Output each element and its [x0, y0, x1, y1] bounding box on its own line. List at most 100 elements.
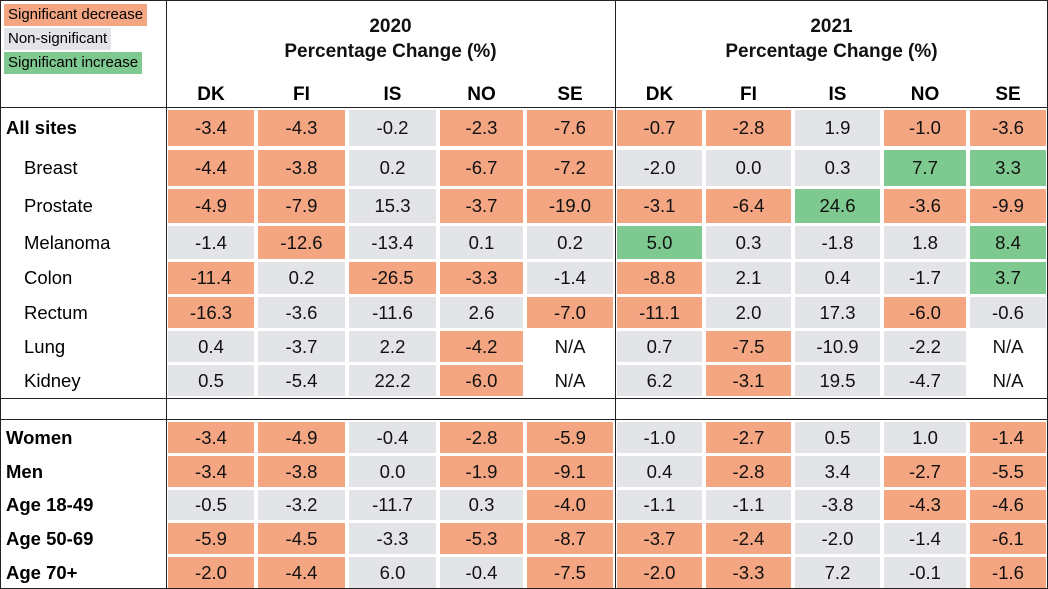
table-cell: 2.1 [706, 262, 791, 294]
table-cell: -11.4 [168, 262, 254, 294]
table-cell: -7.9 [258, 189, 345, 223]
table-cell: 2.0 [706, 297, 791, 328]
table-cell: -4.6 [970, 490, 1046, 520]
column-header-2020-fi: FI [293, 84, 310, 105]
table-cell: N/A [527, 365, 613, 396]
row-label-rectum: Rectum [24, 301, 88, 323]
table-cell: -5.9 [527, 422, 613, 453]
table-cell: -13.4 [349, 226, 436, 259]
table-cell: -3.4 [168, 422, 254, 453]
table-cell: -1.0 [617, 422, 702, 453]
table-cell: -19.0 [527, 189, 613, 223]
table-cell: -3.8 [258, 150, 345, 186]
table-cell: 17.3 [795, 297, 880, 328]
table-cell: 0.4 [795, 262, 880, 294]
table-cell: -0.4 [440, 557, 523, 588]
row-label-melanoma: Melanoma [24, 231, 111, 253]
table-cell: -3.8 [258, 456, 345, 487]
table-cell: -3.6 [970, 110, 1046, 146]
column-header-2020-is: IS [383, 84, 402, 105]
table-cell: 0.0 [706, 150, 791, 186]
column-header-2021-is: IS [828, 84, 847, 105]
table-cell: -3.1 [706, 365, 791, 396]
table-cell: -2.7 [884, 456, 966, 487]
group-divider [615, 0, 616, 589]
table-cell: -1.1 [706, 490, 791, 520]
table-cell: 22.2 [349, 365, 436, 396]
table-cell: -16.3 [168, 297, 254, 328]
table-cell: -1.0 [884, 110, 966, 146]
row-label-all-sites: All sites [6, 117, 77, 138]
table-cell: -11.7 [349, 490, 436, 520]
row-label-age-70-: Age 70+ [6, 561, 78, 583]
table-cell: -5.4 [258, 365, 345, 396]
table-cell: -5.9 [168, 523, 254, 554]
table-cell: -4.5 [258, 523, 345, 554]
table-cell: -6.7 [440, 150, 523, 186]
row-label-women: Women [6, 426, 73, 448]
table-cell: -4.7 [884, 365, 966, 396]
table-cell: 7.2 [795, 557, 880, 588]
table-cell: -1.4 [527, 262, 613, 294]
table-cell: N/A [970, 331, 1046, 362]
table-cell: -9.1 [527, 456, 613, 487]
table-cell: 0.2 [527, 226, 613, 259]
table-cell: -2.7 [706, 422, 791, 453]
table-cell: 3.3 [970, 150, 1046, 186]
table-cell: 7.7 [884, 150, 966, 186]
table-cell: -0.6 [970, 297, 1046, 328]
table-cell: -3.7 [617, 523, 702, 554]
table-cell: -3.3 [440, 262, 523, 294]
table-cell: -7.5 [527, 557, 613, 588]
table-cell: -3.3 [706, 557, 791, 588]
table-cell: -5.3 [440, 523, 523, 554]
group-2021-subtitle: Percentage Change (%) [725, 41, 938, 62]
row-label-age-18-49: Age 18-49 [6, 494, 94, 515]
table-cell: -7.6 [527, 110, 613, 146]
table-cell: -10.9 [795, 331, 880, 362]
row-label-age-50-69: Age 50-69 [6, 527, 94, 549]
table-cell: 0.3 [440, 490, 523, 520]
table-cell: -2.0 [795, 523, 880, 554]
table-cell: N/A [970, 365, 1046, 396]
table-cell: -9.9 [970, 189, 1046, 223]
table-cell: -11.1 [617, 297, 702, 328]
table-cell: -1.7 [884, 262, 966, 294]
column-header-2020-se: SE [557, 84, 583, 105]
table-cell: -26.5 [349, 262, 436, 294]
table-cell: -3.7 [258, 331, 345, 362]
group-2021-year: 2021 [810, 16, 853, 37]
table-cell: 0.3 [795, 150, 880, 186]
row-divider [0, 419, 1048, 420]
legend-non-significant: Non-significant [4, 28, 112, 50]
table-cell: 3.7 [970, 262, 1046, 294]
table-cell: 1.8 [884, 226, 966, 259]
table-cell: 0.1 [440, 226, 523, 259]
table-cell: -6.0 [440, 365, 523, 396]
table-cell: -0.1 [884, 557, 966, 588]
table-cell: 0.2 [258, 262, 345, 294]
table-cell: -4.9 [258, 422, 345, 453]
table-cell: -4.0 [527, 490, 613, 520]
table-cell: -4.3 [884, 490, 966, 520]
table-cell: -2.0 [617, 557, 702, 588]
row-label-men: Men [6, 460, 43, 482]
table-cell: 2.6 [440, 297, 523, 328]
table-cell: 3.4 [795, 456, 880, 487]
group-2020-subtitle: Percentage Change (%) [284, 41, 497, 62]
table-cell: 1.0 [884, 422, 966, 453]
legend-significant-increase: Significant increase [4, 52, 143, 74]
table-cell: -6.1 [970, 523, 1046, 554]
table-cell: -0.5 [168, 490, 254, 520]
table-cell: -3.4 [168, 456, 254, 487]
table-cell: 0.5 [168, 365, 254, 396]
table-cell: 1.9 [795, 110, 880, 146]
column-header-2020-dk: DK [197, 84, 225, 105]
row-label-breast: Breast [24, 157, 78, 178]
table-cell: -1.9 [440, 456, 523, 487]
table-cell: -1.4 [970, 422, 1046, 453]
row-divider [0, 107, 1048, 108]
table-cell: 2.2 [349, 331, 436, 362]
column-header-2021-se: SE [995, 84, 1021, 105]
table-cell: 8.4 [970, 226, 1046, 259]
